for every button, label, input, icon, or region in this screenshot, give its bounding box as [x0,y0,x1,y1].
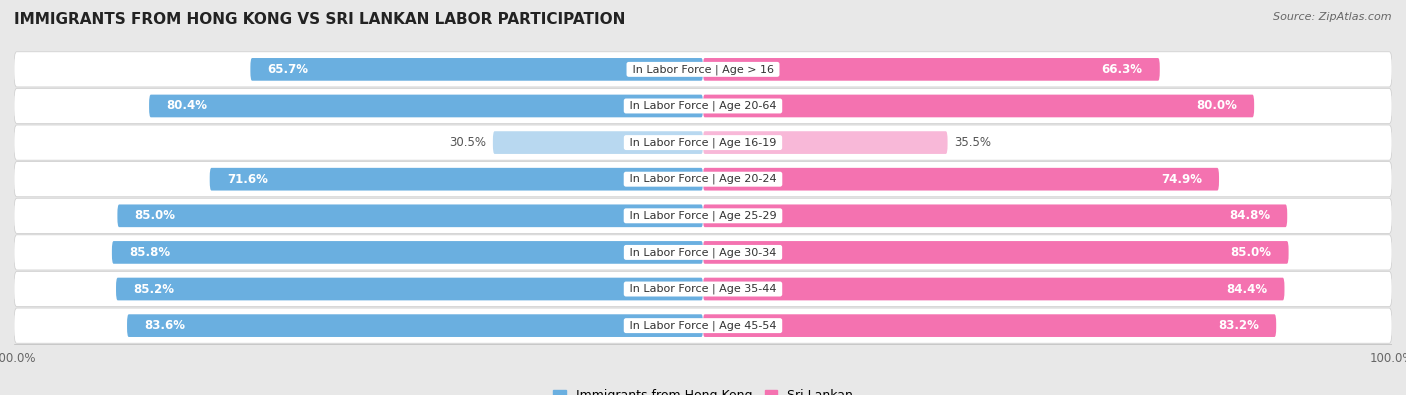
Text: 85.0%: 85.0% [1230,246,1271,259]
FancyBboxPatch shape [14,125,1392,160]
FancyBboxPatch shape [703,278,1285,300]
Text: 65.7%: 65.7% [267,63,308,76]
FancyBboxPatch shape [494,131,703,154]
Text: 71.6%: 71.6% [226,173,267,186]
Text: In Labor Force | Age 30-34: In Labor Force | Age 30-34 [626,247,780,258]
Text: 80.4%: 80.4% [166,100,207,113]
FancyBboxPatch shape [14,52,1392,87]
Text: 80.0%: 80.0% [1197,100,1237,113]
FancyBboxPatch shape [703,241,1289,264]
FancyBboxPatch shape [14,88,1392,124]
FancyBboxPatch shape [14,271,1392,307]
Text: In Labor Force | Age 20-24: In Labor Force | Age 20-24 [626,174,780,184]
Text: In Labor Force | Age > 16: In Labor Force | Age > 16 [628,64,778,75]
Text: 84.8%: 84.8% [1229,209,1270,222]
FancyBboxPatch shape [250,58,703,81]
Text: In Labor Force | Age 35-44: In Labor Force | Age 35-44 [626,284,780,294]
FancyBboxPatch shape [14,162,1392,197]
FancyBboxPatch shape [127,314,703,337]
Text: 84.4%: 84.4% [1226,282,1267,295]
Text: 35.5%: 35.5% [955,136,991,149]
Text: In Labor Force | Age 25-29: In Labor Force | Age 25-29 [626,211,780,221]
Text: In Labor Force | Age 20-64: In Labor Force | Age 20-64 [626,101,780,111]
Text: Source: ZipAtlas.com: Source: ZipAtlas.com [1274,12,1392,22]
FancyBboxPatch shape [112,241,703,264]
FancyBboxPatch shape [703,205,1288,227]
Text: 85.0%: 85.0% [135,209,176,222]
Text: 85.2%: 85.2% [134,282,174,295]
Text: In Labor Force | Age 45-54: In Labor Force | Age 45-54 [626,320,780,331]
Text: 30.5%: 30.5% [449,136,486,149]
FancyBboxPatch shape [117,278,703,300]
FancyBboxPatch shape [14,235,1392,270]
Text: In Labor Force | Age 16-19: In Labor Force | Age 16-19 [626,137,780,148]
Text: 83.6%: 83.6% [145,319,186,332]
Text: 74.9%: 74.9% [1161,173,1202,186]
Text: 83.2%: 83.2% [1218,319,1258,332]
FancyBboxPatch shape [703,314,1277,337]
Text: 66.3%: 66.3% [1101,63,1143,76]
Legend: Immigrants from Hong Kong, Sri Lankan: Immigrants from Hong Kong, Sri Lankan [548,384,858,395]
FancyBboxPatch shape [14,198,1392,233]
FancyBboxPatch shape [703,95,1254,117]
FancyBboxPatch shape [703,131,948,154]
FancyBboxPatch shape [209,168,703,190]
FancyBboxPatch shape [149,95,703,117]
FancyBboxPatch shape [14,308,1392,343]
Text: 85.8%: 85.8% [129,246,170,259]
FancyBboxPatch shape [703,58,1160,81]
FancyBboxPatch shape [703,168,1219,190]
Text: IMMIGRANTS FROM HONG KONG VS SRI LANKAN LABOR PARTICIPATION: IMMIGRANTS FROM HONG KONG VS SRI LANKAN … [14,12,626,27]
FancyBboxPatch shape [117,205,703,227]
